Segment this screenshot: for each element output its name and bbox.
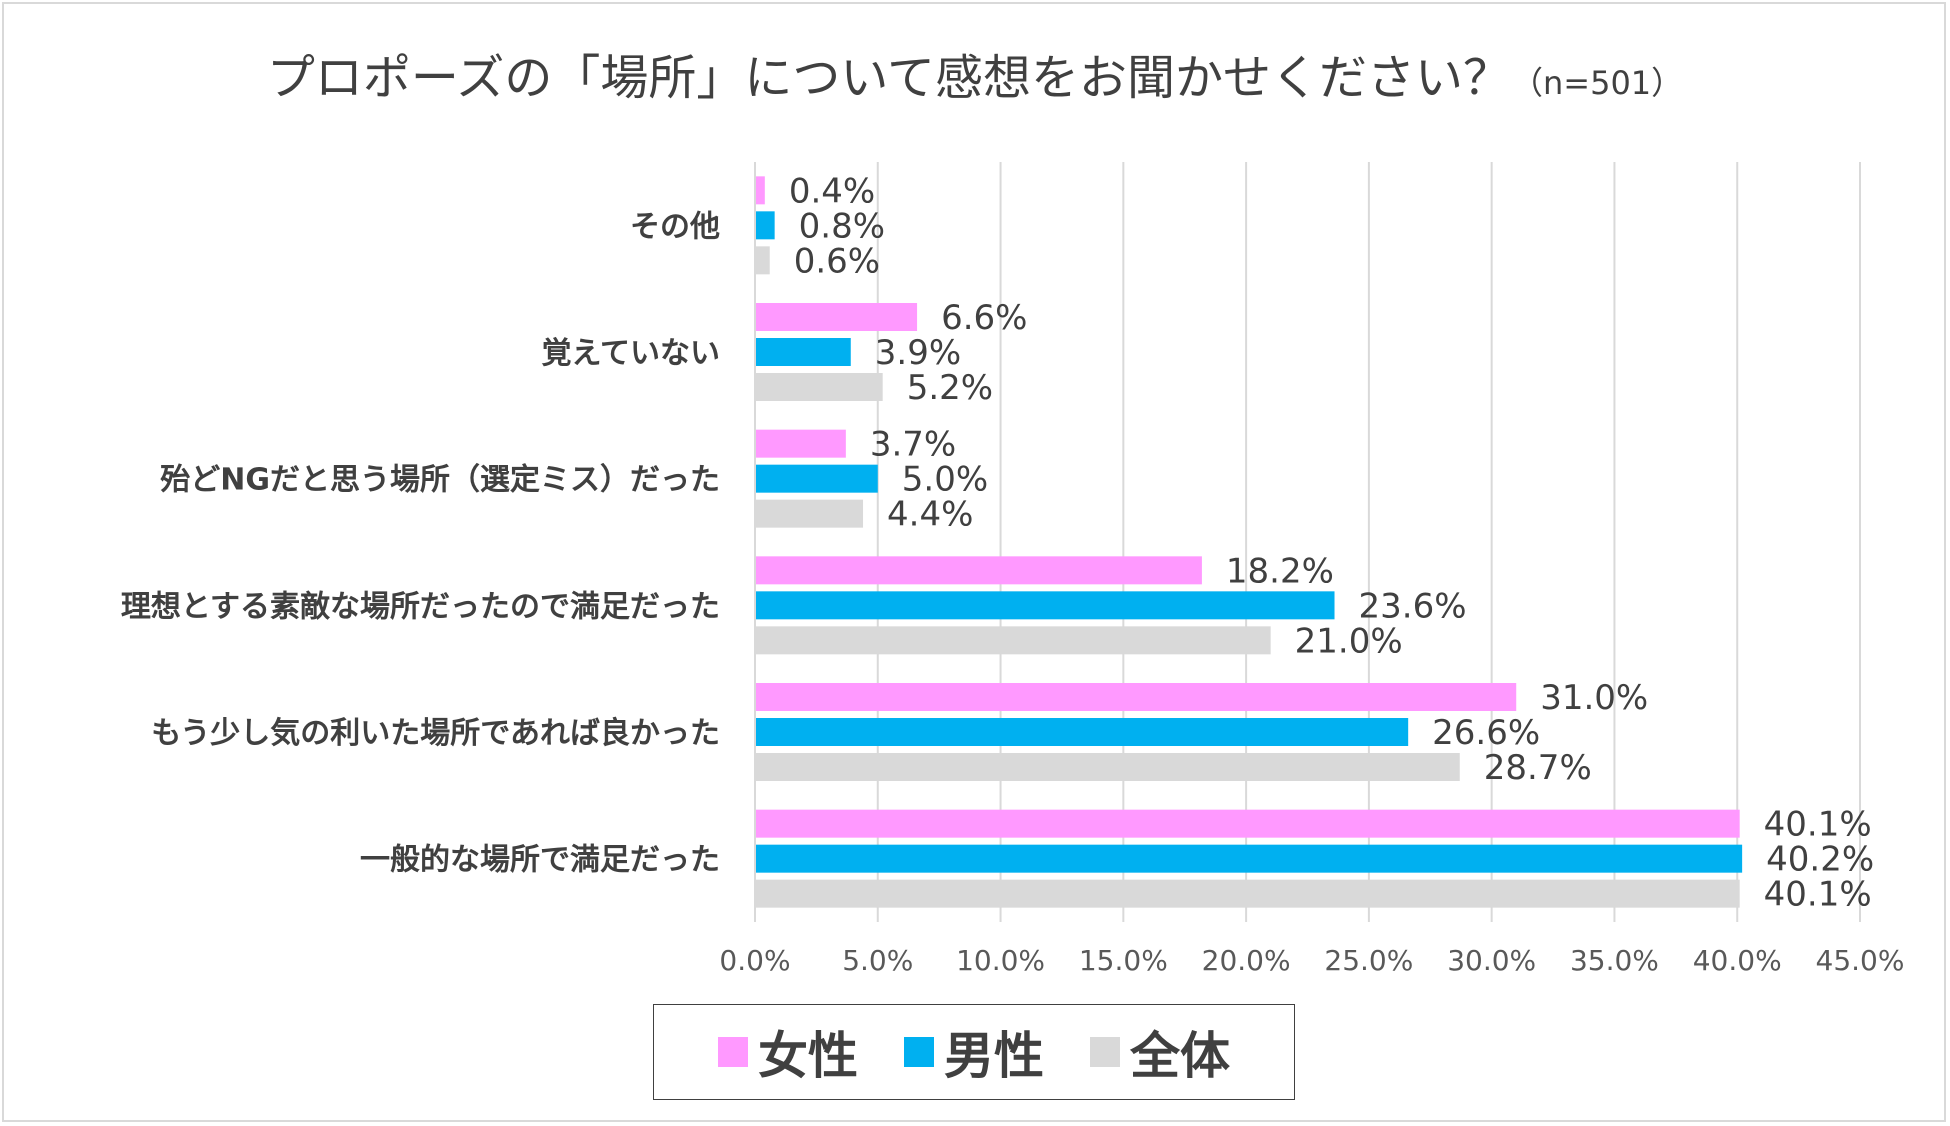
legend-swatch-overall <box>1090 1037 1120 1067</box>
bar <box>755 718 1409 746</box>
category-label: 覚えていない <box>542 336 721 371</box>
bar <box>755 753 1460 781</box>
bar <box>755 591 1335 620</box>
data-label: 4.4% <box>887 495 973 535</box>
data-label: 0.6% <box>794 241 880 281</box>
bar <box>755 303 918 331</box>
x-tick-label: 5.0% <box>842 944 913 977</box>
chart-title: プロポーズの「場所」について感想をお聞かせください？（n=501） <box>0 38 1950 108</box>
x-tick-label: 35.0% <box>1570 944 1659 977</box>
chart-title-main: プロポーズの「場所」について感想をお聞かせください？ <box>266 50 1511 106</box>
chart-title-sample-size: （n=501） <box>1510 64 1684 102</box>
legend-item-overall: 全体 <box>1090 1016 1230 1088</box>
category-label: 一般的な場所で満足だった <box>360 843 720 878</box>
data-label: 28.7% <box>1484 748 1592 788</box>
category-label: もう少し気の利いた場所であれば良かった <box>151 716 720 751</box>
x-tick-label: 45.0% <box>1816 944 1905 977</box>
category-label: その他 <box>630 209 720 244</box>
legend-swatch-female <box>718 1037 748 1067</box>
x-tick-label: 25.0% <box>1324 944 1413 977</box>
bar <box>755 373 883 401</box>
x-tick-label: 20.0% <box>1202 944 1291 977</box>
data-label: 6.6% <box>941 298 1027 338</box>
data-label: 3.9% <box>875 333 961 373</box>
x-tick-label: 30.0% <box>1447 944 1536 977</box>
x-tick-label: 0.0% <box>719 944 790 977</box>
bar <box>755 464 878 493</box>
legend-label-male: 男性 <box>944 1027 1044 1085</box>
bar <box>755 246 770 275</box>
bar <box>755 429 846 458</box>
data-label: 40.2% <box>1766 840 1874 880</box>
bar <box>755 683 1517 711</box>
data-label: 26.6% <box>1432 713 1540 753</box>
data-label: 5.0% <box>902 460 988 500</box>
legend-swatch-male <box>904 1037 934 1067</box>
category-label: 殆どNGだと思う場所（選定ミス）だった <box>160 463 720 498</box>
bar <box>755 176 765 205</box>
bar <box>755 626 1271 655</box>
x-tick-label: 10.0% <box>956 944 1045 977</box>
legend: 女性 男性 全体 <box>653 1004 1295 1100</box>
bar <box>755 809 1740 838</box>
bar <box>755 211 775 240</box>
data-label: 0.8% <box>799 206 885 246</box>
data-label: 3.7% <box>870 425 956 465</box>
data-label: 31.0% <box>1540 678 1648 718</box>
bar <box>755 556 1202 585</box>
data-label: 23.6% <box>1359 586 1467 626</box>
legend-item-female: 女性 <box>718 1016 858 1088</box>
data-label: 21.0% <box>1295 621 1403 661</box>
data-label: 40.1% <box>1764 875 1872 915</box>
bar <box>755 499 864 528</box>
data-label: 40.1% <box>1764 805 1872 845</box>
data-label: 5.2% <box>907 368 993 408</box>
bar <box>755 844 1743 873</box>
x-tick-label: 15.0% <box>1079 944 1168 977</box>
bar <box>755 338 851 366</box>
data-label: 0.4% <box>789 171 875 211</box>
legend-label-overall: 全体 <box>1130 1027 1230 1085</box>
data-label: 18.2% <box>1226 551 1334 591</box>
bar <box>755 879 1740 908</box>
legend-item-male: 男性 <box>904 1016 1044 1088</box>
category-label: 理想とする素敵な場所だったので満足だった <box>121 589 720 624</box>
x-tick-label: 40.0% <box>1693 944 1782 977</box>
legend-label-female: 女性 <box>758 1027 858 1085</box>
